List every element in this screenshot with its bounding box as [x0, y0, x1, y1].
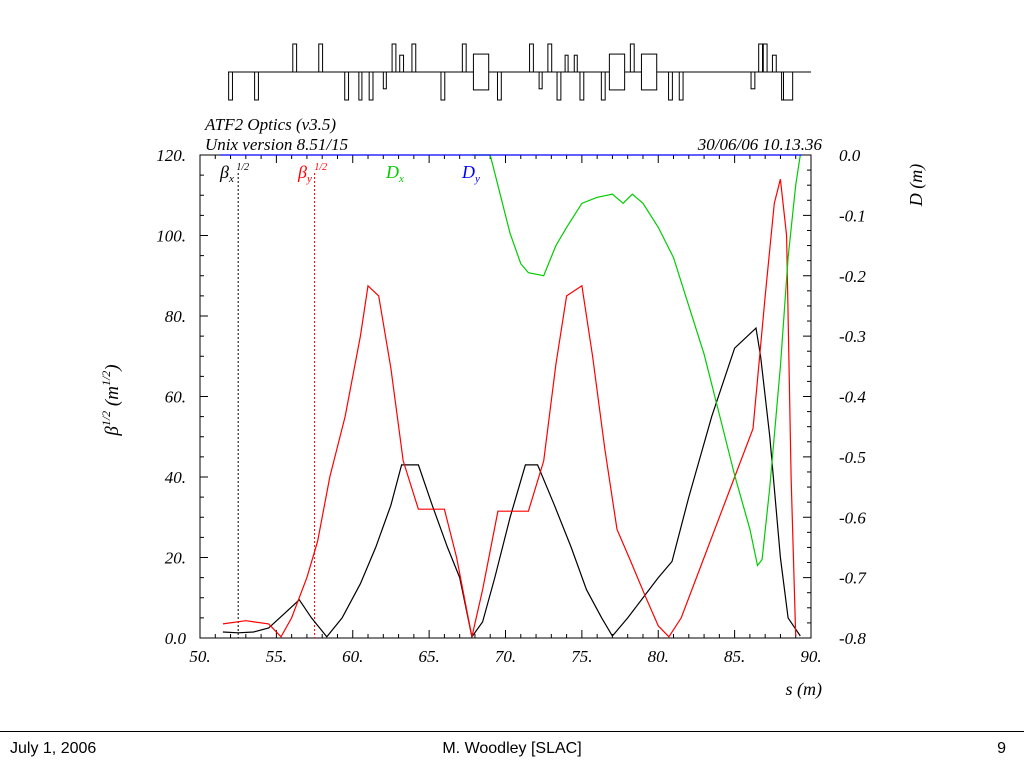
beamline-magnet [640, 53, 658, 91]
legend-symbol: β [297, 162, 307, 182]
beamline-magnet [529, 43, 534, 73]
beamline-magnet [440, 71, 446, 101]
x-tick-label: 55. [266, 647, 287, 666]
legend-symbol: D [385, 162, 399, 182]
legend-subscript: y [474, 173, 480, 185]
y-right-tick-label: -0.2 [839, 267, 866, 286]
footer-divider [0, 731, 1024, 732]
y-right-tick-label: -0.4 [839, 388, 866, 407]
plot-frame [199, 154, 812, 639]
beamline-magnet [771, 54, 777, 73]
chart-title: ATF2 Optics (v3.5) [204, 115, 336, 134]
beamline-magnet [344, 71, 350, 101]
y-right-tick-label: -0.8 [839, 629, 866, 648]
legend-entry: Dy [461, 162, 480, 185]
beamline-magnet [629, 43, 635, 73]
legend-subscript: y [306, 173, 312, 185]
footer-author: M. Woodley [SLAC] [442, 740, 582, 757]
y-left-axis-symbol: β [102, 426, 123, 437]
legend-entry: βx 1/2 [219, 162, 249, 185]
beamline-magnet [608, 53, 626, 91]
legend-superscript: 1/2 [234, 162, 249, 173]
x-tick-label: 65. [419, 647, 440, 666]
y-right-tick-label: -0.5 [839, 448, 866, 467]
x-tick-label: 60. [342, 647, 363, 666]
legend-superscript: 1/2 [312, 162, 327, 173]
beamline-magnet [600, 71, 606, 101]
beamline-magnet [573, 54, 578, 73]
beamline-magnet [564, 54, 569, 73]
legend-symbol: β [219, 162, 229, 182]
y-right-tick-label: -0.6 [839, 508, 866, 527]
y-right-tick-label: -0.3 [839, 327, 866, 346]
beamline-magnet [461, 43, 467, 73]
series-betay-line [222, 179, 797, 638]
beamline-magnet [750, 71, 756, 90]
beamline-magnet [228, 71, 233, 101]
beamline-magnet [556, 71, 562, 101]
y-left-tick-label: 100. [156, 227, 186, 246]
y-left-axis-unit-sup: 1/2 [99, 371, 113, 386]
y-right-tick-label: -0.7 [839, 569, 867, 588]
series-betax-line [222, 326, 801, 639]
chart-timestamp: 30/06/06 10.13.36 [697, 135, 823, 154]
beamline-magnet [292, 43, 298, 73]
legend-entry: Dx [385, 162, 404, 185]
beamline-magnet [318, 43, 324, 73]
x-tick-label: 90. [800, 647, 821, 666]
beamline-magnet [678, 71, 684, 101]
x-axis-label: s (m) [786, 679, 823, 700]
y-left-tick-label: 120. [156, 146, 186, 165]
y-left-axis-close: ) [102, 364, 123, 371]
beamline-magnet [472, 53, 490, 91]
x-tick-label: 50. [189, 647, 210, 666]
beamline-magnet [496, 71, 502, 101]
beamline-magnet [358, 71, 363, 101]
beamline-magnet [762, 43, 768, 73]
beamline-magnet [254, 71, 259, 101]
x-tick-label: 75. [571, 647, 592, 666]
y-right-axis-label: D (m) [906, 164, 927, 208]
y-left-axis-sup: 1/2 [99, 411, 113, 426]
y-left-tick-label: 60. [165, 388, 186, 407]
y-left-axis-label: β1/2 (m1/2) [99, 364, 123, 436]
beamline-magnet [547, 43, 553, 73]
y-left-tick-label: 40. [165, 468, 186, 487]
y-left-tick-label: 20. [165, 549, 186, 568]
legend-entry: βy 1/2 [297, 162, 327, 185]
beamline-magnet [538, 71, 543, 90]
beamline-magnet [368, 71, 374, 101]
y-right-tick-label: 0.0 [839, 146, 861, 165]
beamline-magnet [411, 43, 417, 73]
footer-date: July 1, 2006 [10, 740, 97, 757]
beamline-magnet [382, 71, 387, 90]
beamline-magnet [783, 71, 794, 101]
x-tick-label: 70. [495, 647, 516, 666]
legend-symbol: D [461, 162, 475, 182]
beamline-magnet [758, 43, 764, 73]
x-tick-label: 80. [648, 647, 669, 666]
beamline-magnet [391, 43, 397, 73]
y-right-tick-label: -0.1 [839, 206, 866, 225]
y-left-tick-label: 80. [165, 307, 186, 326]
legend-subscript: x [228, 173, 234, 185]
optics-plot: 50. 55. 60. 65. 70. 75. 80. 85. 90. 0.0 20. 40. 60. 8… [99, 43, 927, 700]
beamline-magnet [668, 71, 673, 101]
footer-page-number: 9 [997, 740, 1006, 757]
series-dx-line [471, 154, 801, 567]
y-left-tick-label: 0.0 [165, 629, 187, 648]
chart-subtitle: Unix version 8.51/15 [205, 135, 348, 154]
x-tick-label: 85. [724, 647, 745, 666]
legend-subscript: x [398, 173, 404, 185]
y-left-axis-unit: (m [102, 386, 123, 411]
beamline-magnet [579, 71, 585, 101]
beamline-magnet [399, 54, 405, 73]
